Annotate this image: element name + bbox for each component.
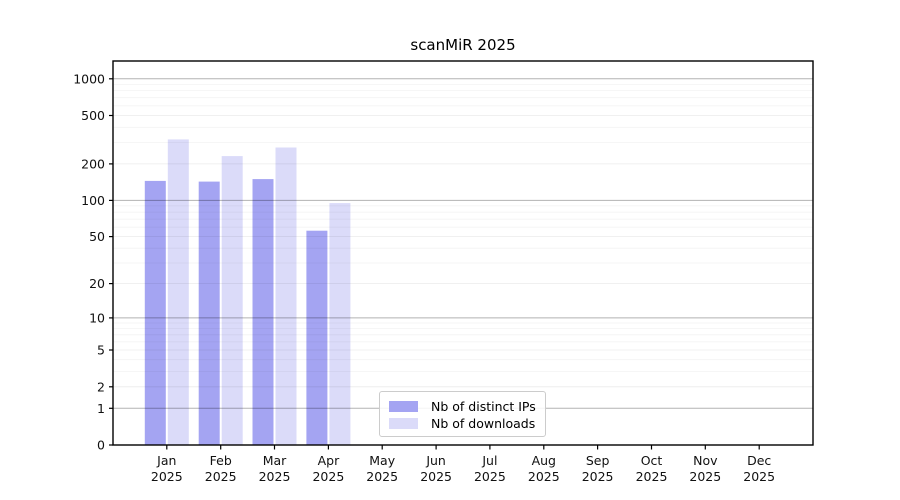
x-tick-label-month-may: May [369,453,395,468]
x-tick-label-month-nov: Nov [693,453,718,468]
x-tick-label-year-mar: 2025 [259,469,291,484]
legend-label-downloads: Nb of downloads [431,416,536,431]
legend-item-distinct-ips: Nb of distinct IPs [389,398,545,415]
bar-nb-of-downloads-jan [167,139,189,445]
bar-nb-of-downloads-feb [221,156,243,445]
y-tick-label-5: 5 [97,343,105,358]
x-tick-label-year-dec: 2025 [743,469,775,484]
y-tick-label-0: 0 [97,438,105,453]
bar-nb-of-distinct-ips-jan [144,180,166,445]
legend-swatch-downloads [389,418,418,429]
x-tick-label-month-jan: Jan [156,453,176,468]
y-tick-label-200: 200 [81,156,105,171]
x-tick-label-month-jun: Jun [425,453,446,468]
y-tick-label-1: 1 [97,401,105,416]
bar-nb-of-distinct-ips-feb [198,181,220,445]
x-tick-label-year-sep: 2025 [582,469,614,484]
x-tick-label-month-apr: Apr [318,453,340,468]
x-tick-label-year-jun: 2025 [420,469,452,484]
y-tick-label-1000: 1000 [73,71,105,86]
y-tick-label-10: 10 [89,310,105,325]
x-tick-label-month-oct: Oct [641,453,663,468]
x-tick-label-year-oct: 2025 [636,469,668,484]
x-tick-label-month-feb: Feb [210,453,232,468]
x-tick-label-month-sep: Sep [586,453,610,468]
x-tick-label-year-aug: 2025 [528,469,560,484]
plot-border [112,60,814,446]
bar-nb-of-downloads-mar [275,147,297,445]
x-tick-label-month-mar: Mar [263,453,287,468]
legend: Nb of distinct IPs Nb of downloads [379,391,546,437]
y-tick-label-50: 50 [89,229,105,244]
x-tick-label-month-jul: Jul [481,453,497,468]
x-tick-label-month-dec: Dec [747,453,771,468]
x-tick-label-year-nov: 2025 [689,469,721,484]
bar-nb-of-distinct-ips-mar [252,179,274,445]
chart-title: scanMiR 2025 [410,36,516,54]
bar-nb-of-downloads-apr [329,203,351,445]
legend-item-downloads: Nb of downloads [389,415,545,432]
x-tick-label-year-may: 2025 [366,469,398,484]
y-tick-label-500: 500 [81,108,105,123]
y-tick-label-2: 2 [97,379,105,394]
x-tick-label-month-aug: Aug [532,453,556,468]
x-tick-label-year-apr: 2025 [312,469,344,484]
y-tick-label-20: 20 [89,276,105,291]
y-tick-label-100: 100 [81,193,105,208]
x-tick-label-year-jan: 2025 [151,469,183,484]
legend-label-distinct-ips: Nb of distinct IPs [431,399,536,414]
bar-nb-of-distinct-ips-apr [306,230,328,445]
x-tick-label-year-jul: 2025 [474,469,506,484]
legend-swatch-distinct-ips [389,401,418,412]
x-tick-label-year-feb: 2025 [205,469,237,484]
